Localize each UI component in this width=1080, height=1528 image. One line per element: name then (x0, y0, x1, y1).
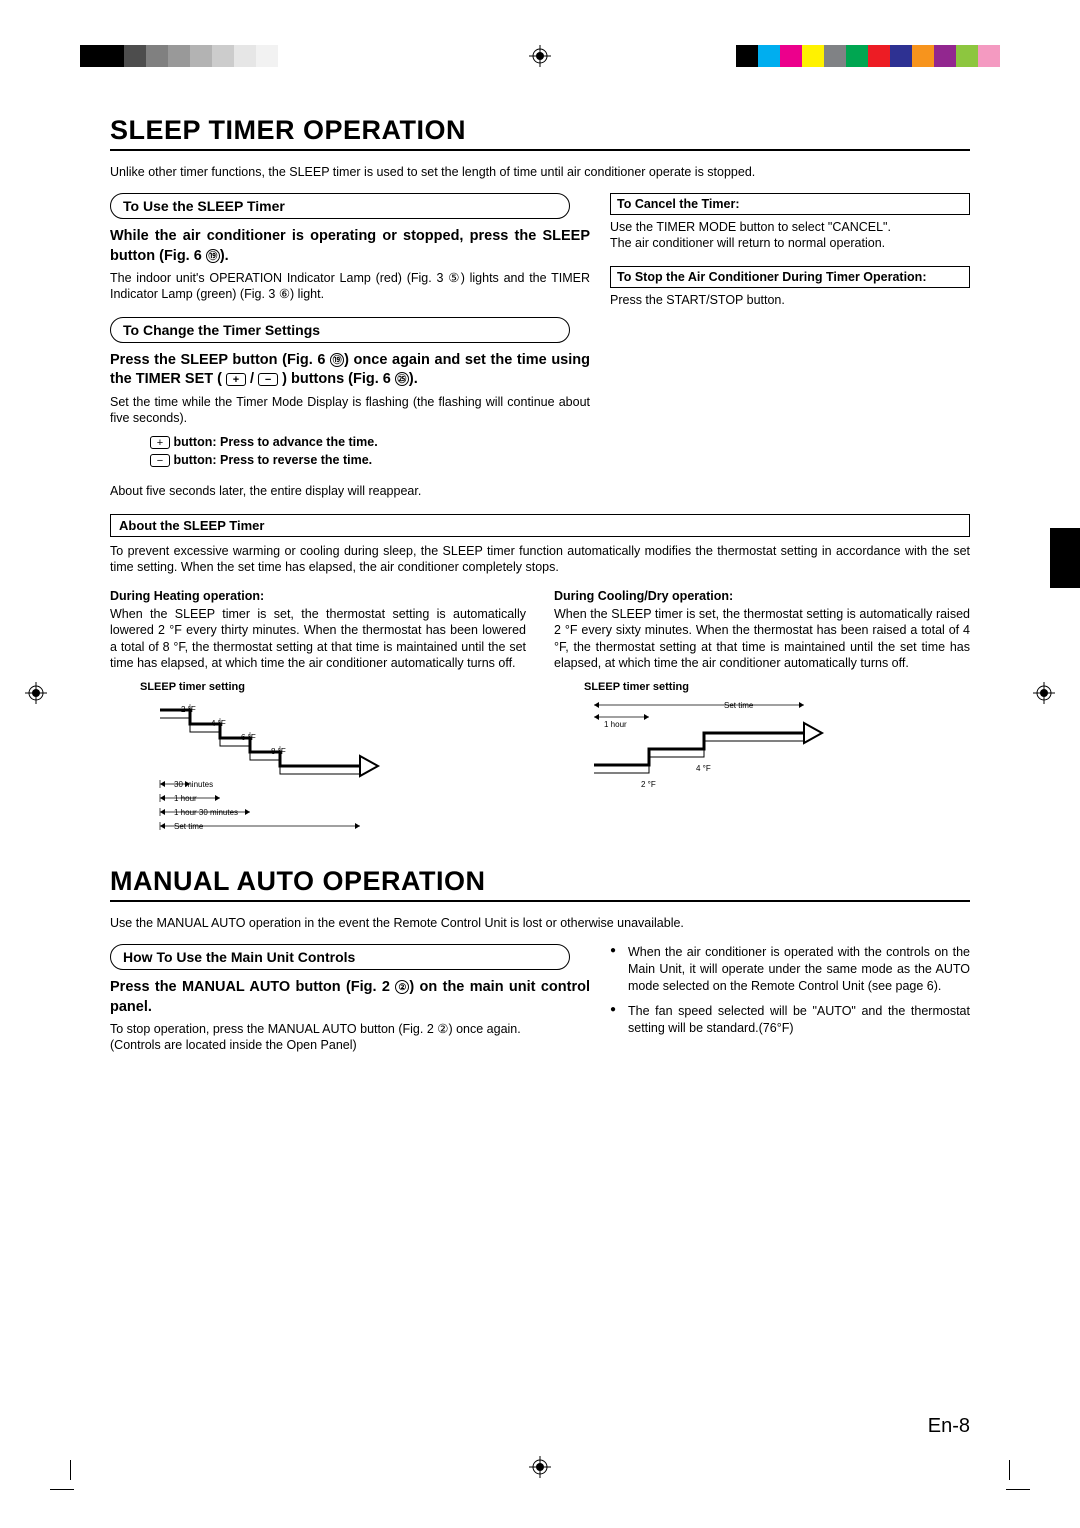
text: Press the SLEEP button (Fig. 6 (110, 352, 330, 368)
crop-mark (70, 1460, 71, 1480)
plus-icon: + (226, 373, 246, 386)
svg-text:1 hour: 1 hour (604, 720, 627, 729)
instr-use-sleep: While the air conditioner is operating o… (110, 227, 590, 266)
pill-main-unit: How To Use the Main Unit Controls (110, 944, 570, 970)
cooling-graph: SLEEP timer setting 2 °F 4 °F 1 hour Set ti… (554, 681, 970, 820)
text: ). (220, 248, 229, 264)
manual-intro: Use the MANUAL AUTO operation in the eve… (110, 916, 970, 930)
svg-text:1 hour 30 minutes: 1 hour 30 minutes (174, 808, 238, 817)
svg-text:8 °F: 8 °F (271, 747, 286, 756)
cooling-head: During Cooling/Dry operation: (554, 589, 970, 603)
registration-mark-left (25, 682, 47, 704)
heating-graph: SLEEP timer setting 2 °F 4 °F 6 °F 8 °F 30 m… (110, 681, 526, 840)
body-manual-auto: To stop operation, press the MANUAL AUTO… (110, 1021, 590, 1054)
graph-label: SLEEP timer setting (140, 681, 526, 693)
minus-label: button: Press to reverse the time. (170, 453, 372, 467)
text: While the air conditioner is operating o… (110, 228, 590, 264)
page-content: SLEEP TIMER OPERATION Unlike other timer… (110, 115, 970, 1068)
ref-2-icon: ② (395, 980, 409, 994)
section-title-sleep: SLEEP TIMER OPERATION (110, 115, 970, 151)
color-bar (736, 45, 1000, 67)
cancel-timer-body: Use the TIMER MODE button to select "CAN… (610, 219, 970, 252)
about-sleep-head: About the SLEEP Timer (110, 514, 970, 537)
plus-label: button: Press to advance the time. (170, 435, 378, 449)
pill-use-sleep: To Use the SLEEP Timer (110, 193, 570, 219)
svg-text:Set time: Set time (174, 822, 204, 831)
crop-mark (1006, 1489, 1030, 1490)
minus-icon: − (150, 454, 170, 467)
about-sleep-body: To prevent excessive warming or cooling … (110, 543, 970, 576)
grayscale-bar (80, 45, 278, 67)
body-use-sleep: The indoor unit's OPERATION Indicator La… (110, 270, 590, 303)
bullet-item: When the air conditioner is operated wit… (610, 944, 970, 995)
heat-cool-columns: During Heating operation: When the SLEEP… (110, 589, 970, 840)
svg-text:4 °F: 4 °F (696, 764, 711, 773)
instr-change-timer: Press the SLEEP button (Fig. 6 ⑲) once a… (110, 351, 590, 390)
heating-head: During Heating operation: (110, 589, 526, 603)
registration-mark-bottom (529, 1456, 551, 1478)
instr-manual-auto: Press the MANUAL AUTO button (Fig. 2 ②) … (110, 978, 590, 1017)
ref-25-icon: ㉕ (395, 372, 409, 386)
registration-mark-right (1033, 682, 1055, 704)
cooling-step-graph: 2 °F 4 °F 1 hour Set time (554, 695, 854, 815)
svg-text:1 hour: 1 hour (174, 794, 197, 803)
pill-change-timer: To Change the Timer Settings (110, 317, 570, 343)
crop-mark (50, 1489, 74, 1490)
svg-text:2 °F: 2 °F (181, 705, 196, 714)
text: Press the MANUAL AUTO button (Fig. 2 (110, 979, 395, 995)
heating-body: When the SLEEP timer is set, the thermos… (110, 606, 526, 671)
registration-mark-top (529, 45, 551, 67)
svg-text:Set time: Set time (724, 701, 754, 710)
sleep-intro: Unlike other timer functions, the SLEEP … (110, 165, 970, 179)
ref-19-icon: ⑲ (330, 353, 344, 367)
page-number: En-8 (928, 1415, 970, 1438)
heating-step-graph: 2 °F 4 °F 6 °F 8 °F 30 minutes 1 hour 1 hour 3… (110, 695, 410, 835)
button-list: + button: Press to advance the time. − b… (150, 434, 590, 469)
thumb-tab (1050, 528, 1080, 588)
manual-bullets: When the air conditioner is operated wit… (610, 944, 970, 1036)
stop-ac-body: Press the START/STOP button. (610, 292, 970, 308)
cancel-timer-head: To Cancel the Timer: (610, 193, 970, 215)
bullet-item: The fan speed selected will be "AUTO" an… (610, 1003, 970, 1037)
crop-mark (1009, 1460, 1010, 1480)
svg-text:4 °F: 4 °F (211, 719, 226, 728)
graph-label: SLEEP timer setting (584, 681, 970, 693)
cooling-body: When the SLEEP timer is set, the thermos… (554, 606, 970, 671)
body-change-timer: Set the time while the Timer Mode Displa… (110, 394, 590, 427)
body-reappear: About five seconds later, the entire dis… (110, 483, 590, 499)
svg-text:6 °F: 6 °F (241, 733, 256, 742)
svg-text:2 °F: 2 °F (641, 780, 656, 789)
stop-ac-head: To Stop the Air Conditioner During Timer… (610, 266, 970, 288)
minus-icon: − (258, 373, 278, 386)
section-title-manual: MANUAL AUTO OPERATION (110, 866, 970, 902)
plus-icon: + (150, 436, 170, 449)
svg-text:30 minutes: 30 minutes (174, 780, 213, 789)
text: ). (409, 371, 418, 387)
text: / (246, 371, 258, 387)
text: ) buttons (Fig. 6 (278, 371, 395, 387)
print-marks (0, 45, 1080, 75)
ref-19-icon: ⑲ (206, 249, 220, 263)
